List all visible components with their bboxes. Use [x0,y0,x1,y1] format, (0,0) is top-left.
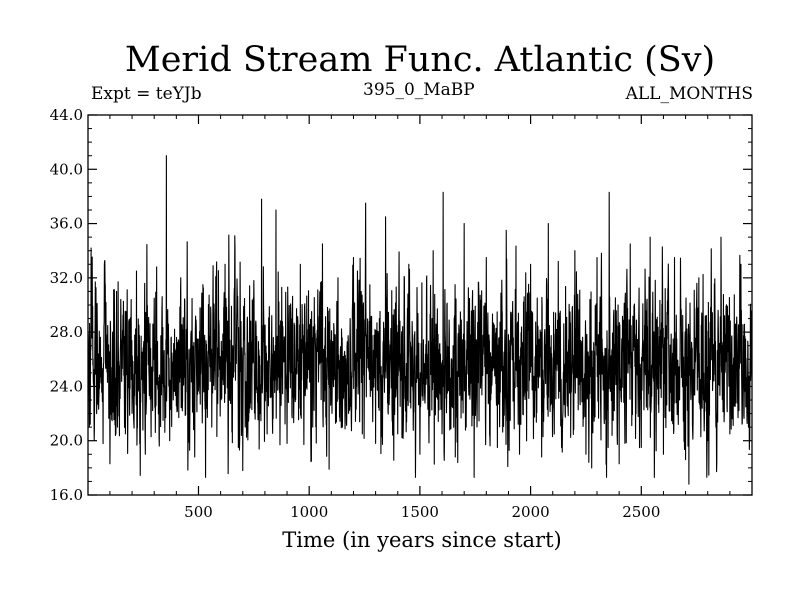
x-tick-label: 2500 [622,503,660,521]
y-tick-label: 16.0 [50,486,83,504]
x-tick-label: 500 [184,503,213,521]
y-tick-label: 36.0 [50,215,83,233]
y-tick-label: 28.0 [50,323,83,341]
series-layer [87,155,753,485]
y-tick-label: 32.0 [50,269,83,287]
y-tick-label: 44.0 [50,106,83,124]
chart-title: Merid Stream Func. Atlantic (Sv) [124,40,716,80]
series-line [87,155,753,485]
y-tick-label: 20.0 [50,432,83,450]
period-label: ALL_MONTHS [625,84,753,104]
y-tick-label: 24.0 [50,377,83,395]
experiment-label: Expt = teYJb [91,84,202,104]
x-tick-label: 1000 [290,503,328,521]
run-id-label: 395_0_MaBP [363,80,475,100]
x-tick-label: 2000 [511,503,549,521]
x-tick-label: 1500 [401,503,439,521]
x-axis-label: Time (in years since start) [282,528,562,552]
y-tick-label: 40.0 [50,160,83,178]
axes-layer: 16.0 20.0 24.0 28.0 32.0 36.0 40.0 44.0 500 1000 1… [50,106,752,521]
